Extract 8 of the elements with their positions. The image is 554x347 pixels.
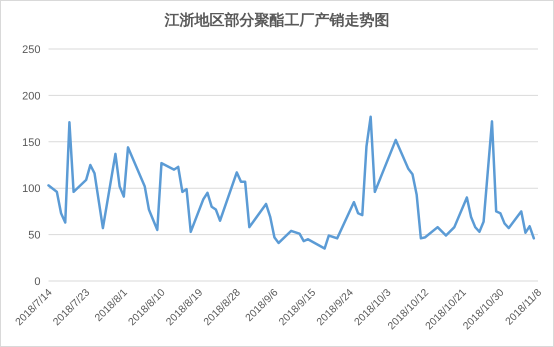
line-series — [47, 115, 536, 250]
chart-title: 江浙地区部分聚酯工厂产销走势图 — [164, 11, 390, 29]
y-tick-label: 200 — [22, 90, 40, 102]
y-tick-label: 0 — [34, 276, 40, 288]
y-tick-label: 100 — [22, 183, 40, 196]
y-tick-label: 250 — [22, 44, 40, 56]
y-tick-label: 50 — [28, 230, 40, 242]
y-tick-label: 150 — [22, 136, 40, 149]
